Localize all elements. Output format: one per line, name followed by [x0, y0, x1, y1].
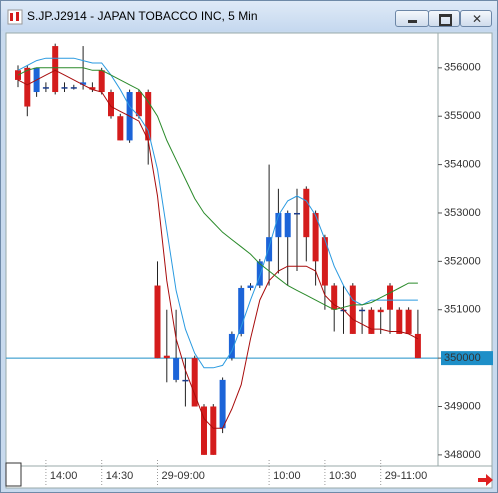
- x-tick-label: 29-11:00: [385, 470, 428, 482]
- close-button[interactable]: ✕: [460, 10, 492, 27]
- candle-body: [80, 82, 87, 85]
- candle-body: [359, 309, 366, 312]
- candle-body: [294, 212, 300, 215]
- candle-body: [377, 309, 384, 313]
- candle-body: [312, 212, 319, 262]
- candle-body: [368, 309, 375, 334]
- candle-body: [108, 92, 114, 117]
- candle-body: [219, 379, 226, 429]
- y-tick-label: 354000: [444, 158, 481, 170]
- candle-body: [396, 309, 403, 334]
- candle-body: [98, 70, 105, 93]
- indicator-line: [17, 67, 418, 311]
- window-title: S.JP.J2914 - JAPAN TOBACCO INC, 5 Min: [27, 9, 258, 23]
- candle-body: [303, 188, 310, 238]
- scroll-right-arrow[interactable]: [478, 474, 493, 486]
- candle-body: [173, 358, 180, 380]
- candle-body: [182, 379, 189, 382]
- maximize-button[interactable]: [428, 10, 460, 27]
- y-tick-label: 351000: [444, 304, 481, 316]
- candle-body: [414, 333, 421, 359]
- x-tick-label: 14:00: [50, 470, 78, 482]
- candle-body: [331, 285, 338, 310]
- candle-body: [238, 287, 245, 334]
- y-tick-label: 349000: [444, 400, 481, 412]
- candle-body: [266, 237, 273, 262]
- candle-body: [42, 87, 49, 89]
- app-icon: [7, 9, 23, 25]
- y-tick-label: 353000: [444, 207, 481, 219]
- x-tick-label: 10:00: [273, 470, 301, 482]
- chart: 348000 349000 350000 351000 352000 353000 3540…: [5, 32, 493, 489]
- candle-body: [340, 309, 347, 312]
- candle-body: [256, 261, 263, 286]
- candle-body: [201, 406, 207, 455]
- candle-body: [61, 87, 68, 89]
- candle-body: [321, 237, 328, 286]
- candle-body: [275, 212, 282, 238]
- y-tick-label: 350000: [444, 352, 481, 364]
- candle-body: [135, 92, 142, 117]
- x-tick-label: 14:30: [106, 470, 134, 482]
- candle-body: [70, 87, 77, 89]
- last-price-box: [441, 351, 493, 366]
- candle-body: [210, 406, 217, 455]
- x-tick-label: 10:30: [329, 470, 357, 482]
- candle-body: [284, 212, 291, 238]
- indicator-line: [17, 69, 419, 429]
- candle-body: [24, 67, 31, 107]
- title-bar: S.JP.J2914 - JAPAN TOBACCO INC, 5 Min ✕: [1, 1, 497, 31]
- price-axis: [437, 32, 493, 467]
- candle-body: [117, 116, 124, 141]
- y-tick-label: 352000: [444, 255, 481, 267]
- indicator-line: [17, 57, 418, 369]
- x-tick-label: 29-09:00: [162, 470, 205, 482]
- y-tick-label: 355000: [444, 110, 481, 122]
- candle-body: [163, 355, 170, 359]
- candle-body: [154, 285, 161, 359]
- minimize-button[interactable]: [395, 10, 429, 27]
- candle-body: [191, 358, 198, 407]
- candle-body: [247, 285, 254, 288]
- candle-body: [52, 46, 59, 93]
- y-tick-label: 356000: [444, 62, 481, 74]
- candle-body: [387, 285, 393, 310]
- candle-body: [145, 92, 152, 141]
- candle-body: [228, 333, 235, 359]
- y-tick-label: 348000: [444, 449, 481, 461]
- scroll-thumb[interactable]: [5, 462, 22, 487]
- candle-body: [349, 285, 356, 334]
- candle-body: [405, 309, 412, 334]
- candle-body: [89, 87, 96, 90]
